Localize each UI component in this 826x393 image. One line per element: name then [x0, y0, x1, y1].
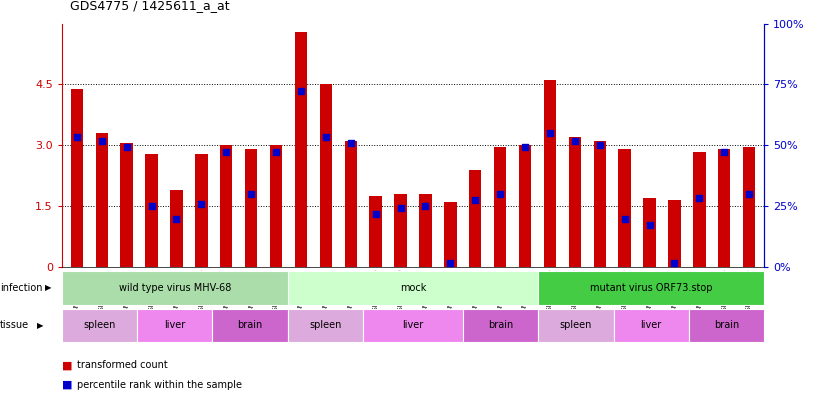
- Point: [170, 215, 183, 222]
- Point: [643, 221, 656, 228]
- Bar: [369, 196, 382, 267]
- Bar: [295, 32, 307, 267]
- Text: percentile rank within the sample: percentile rank within the sample: [77, 380, 242, 390]
- Bar: [743, 147, 755, 267]
- Text: tissue: tissue: [0, 320, 29, 330]
- Bar: [96, 133, 108, 267]
- Point: [244, 191, 258, 197]
- Text: brain: brain: [714, 320, 739, 330]
- Text: ■: ■: [62, 380, 76, 390]
- Bar: [718, 149, 730, 267]
- Text: spleen: spleen: [560, 320, 592, 330]
- Point: [468, 197, 482, 204]
- Point: [593, 142, 606, 149]
- Point: [618, 215, 631, 222]
- Point: [693, 195, 706, 201]
- Bar: [444, 202, 457, 267]
- Bar: [137, 309, 212, 342]
- Text: spleen: spleen: [83, 320, 116, 330]
- Point: [220, 148, 233, 154]
- Text: ■: ■: [62, 360, 76, 371]
- Bar: [668, 200, 681, 267]
- Bar: [145, 154, 158, 267]
- Bar: [420, 194, 432, 267]
- Point: [344, 140, 358, 147]
- Point: [519, 144, 532, 151]
- Text: mutant virus ORF73.stop: mutant virus ORF73.stop: [590, 283, 713, 293]
- Point: [95, 138, 108, 145]
- Text: GDS4775 / 1425611_a_at: GDS4775 / 1425611_a_at: [70, 0, 230, 12]
- Bar: [643, 198, 656, 267]
- Text: liver: liver: [641, 320, 662, 330]
- Bar: [469, 170, 482, 267]
- Text: ▶: ▶: [45, 283, 52, 292]
- Text: spleen: spleen: [309, 320, 341, 330]
- Text: ▶: ▶: [37, 321, 44, 330]
- Bar: [212, 309, 287, 342]
- Point: [718, 148, 731, 154]
- Bar: [71, 88, 83, 267]
- Bar: [693, 151, 705, 267]
- Point: [743, 191, 756, 197]
- Text: liver: liver: [402, 320, 424, 330]
- Bar: [270, 145, 282, 267]
- Bar: [287, 271, 539, 305]
- Bar: [568, 137, 581, 267]
- Bar: [619, 149, 631, 267]
- Text: brain: brain: [237, 320, 263, 330]
- Point: [294, 88, 307, 94]
- Bar: [519, 145, 531, 267]
- Point: [269, 148, 282, 154]
- Point: [195, 201, 208, 208]
- Point: [444, 260, 457, 266]
- Bar: [344, 141, 357, 267]
- Bar: [539, 271, 764, 305]
- Point: [70, 134, 83, 140]
- Text: mock: mock: [400, 283, 426, 293]
- Point: [568, 138, 582, 145]
- Point: [667, 260, 681, 266]
- Bar: [287, 309, 363, 342]
- Bar: [394, 194, 406, 267]
- Bar: [62, 271, 287, 305]
- Bar: [689, 309, 764, 342]
- Text: wild type virus MHV-68: wild type virus MHV-68: [119, 283, 231, 293]
- Bar: [544, 81, 556, 267]
- Bar: [245, 149, 258, 267]
- Text: transformed count: transformed count: [77, 360, 168, 371]
- Bar: [220, 145, 232, 267]
- Point: [145, 203, 159, 209]
- Point: [493, 191, 506, 197]
- Bar: [614, 309, 689, 342]
- Bar: [121, 143, 133, 267]
- Bar: [463, 309, 539, 342]
- Text: infection: infection: [0, 283, 42, 293]
- Point: [419, 203, 432, 209]
- Bar: [320, 84, 332, 267]
- Point: [320, 134, 333, 140]
- Text: liver: liver: [164, 320, 185, 330]
- Bar: [363, 309, 463, 342]
- Point: [369, 211, 382, 218]
- Point: [394, 205, 407, 211]
- Bar: [539, 309, 614, 342]
- Bar: [594, 141, 606, 267]
- Bar: [195, 154, 207, 267]
- Bar: [170, 190, 183, 267]
- Bar: [494, 147, 506, 267]
- Bar: [62, 309, 137, 342]
- Point: [544, 130, 557, 136]
- Text: brain: brain: [488, 320, 514, 330]
- Point: [120, 144, 133, 151]
